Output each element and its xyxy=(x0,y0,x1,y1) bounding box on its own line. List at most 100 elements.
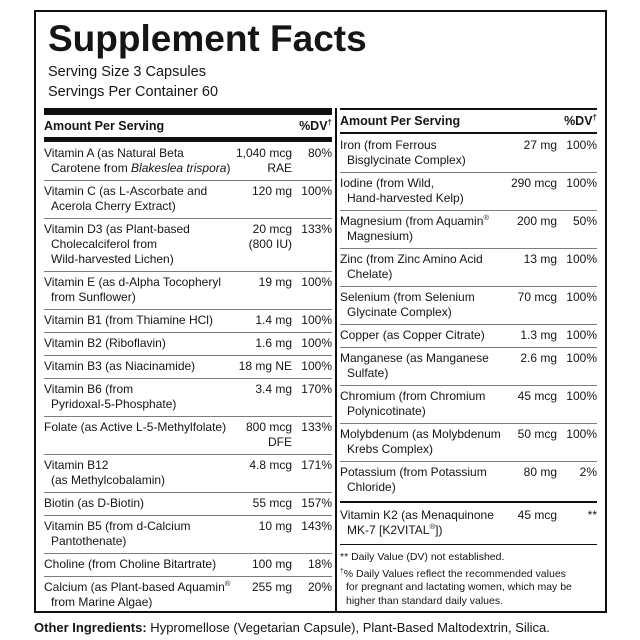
nutrient-name: Iodine (from Wild, Hand-harvested Kelp) xyxy=(340,175,464,205)
table-row: Calcium (as Plant-based Aquamin® from Ma… xyxy=(44,576,332,614)
nutrient-dv: 100% xyxy=(566,327,597,342)
nutrient-dv: 170% xyxy=(301,382,332,397)
nutrient-amount: 13 mg xyxy=(523,251,557,266)
table-row: Chromium (from Chromium Polynicotinate) … xyxy=(340,384,597,423)
nutrient-dv: 100% xyxy=(566,388,597,403)
table-row: Potassium (from Potassium Chloride) 80 m… xyxy=(340,460,597,499)
nutrient-amount: 18 mg NE xyxy=(238,359,292,374)
nutrient-amount: 70 mcg xyxy=(517,289,557,304)
right-table-header: Amount Per Serving %DV† xyxy=(340,110,597,133)
table-row: Vitamin B2 (Riboflavin) 1.6 mg 100% xyxy=(44,332,332,355)
nutrient-dv: 18% xyxy=(307,557,332,572)
nutrient-amount: 80 mg xyxy=(523,464,557,479)
nutrient-dv: 143% xyxy=(301,519,332,534)
nutrient-amount: 200 mg xyxy=(516,213,557,228)
table-row: Selenium (from Selenium Glycinate Comple… xyxy=(340,285,597,324)
thick-bar xyxy=(44,107,332,115)
nutrient-dv: 20% xyxy=(307,580,332,595)
nutrient-amount: 1.3 mg xyxy=(520,327,557,342)
nutrient-amount: 20 mcg (800 IU) xyxy=(248,222,292,252)
nutrient-amount: 4.8 mcg xyxy=(249,458,292,473)
nutrient-dv: 80% xyxy=(307,146,332,161)
column-divider xyxy=(335,107,337,611)
nutrient-amount: 50 mcg xyxy=(517,426,557,441)
nutrient-name: Zinc (from Zinc Amino Acid Chelate) xyxy=(340,251,483,281)
thick-bar xyxy=(340,132,597,134)
amount-per-serving-header: Amount Per Serving xyxy=(340,113,461,128)
nutrient-amount: 120 mg xyxy=(251,184,292,199)
nutrient-name: Potassium (from Potassium Chloride) xyxy=(340,464,487,494)
other-ingredients-text: Hypromellose (Vegetarian Capsule), Plant… xyxy=(146,620,550,635)
nutrient-dv: 50% xyxy=(572,213,597,228)
nutrient-dv: 100% xyxy=(566,251,597,266)
nutrient-amount: 45 mcg xyxy=(517,388,557,403)
nutrient-dv: 133% xyxy=(301,222,332,237)
nutrient-dv: 100% xyxy=(301,336,332,351)
panel-title: Supplement Facts xyxy=(48,18,367,59)
nutrient-amount: 255 mg xyxy=(251,580,292,595)
nutrient-dv: 157% xyxy=(301,496,332,511)
table-row: Iron (from Ferrous Bisglycinate Complex)… xyxy=(340,135,597,172)
servings-per-container: Servings Per Container 60 xyxy=(48,83,219,100)
table-row-vitamin-k2: Vitamin K2 (as Menaquinone MK-7 [K2VITAL… xyxy=(340,505,597,542)
nutrient-name: Calcium (as Plant-based Aquamin® from Ma… xyxy=(44,579,231,610)
nutrient-name: Vitamin B6 (from Pyridoxal-5-Phosphate) xyxy=(44,382,177,412)
nutrient-dv: 100% xyxy=(566,350,597,365)
right-column-table: Amount Per Serving %DV† Iron (from Ferro… xyxy=(340,107,597,611)
supplement-facts-panel: Supplement Facts Serving Size 3 Capsules… xyxy=(34,10,607,613)
nutrient-amount: 1,040 mcg RAE xyxy=(235,146,292,176)
nutrient-name: Vitamin K2 (as Menaquinone MK-7 [K2VITAL… xyxy=(340,507,494,537)
nutrient-amount: 1.6 mg xyxy=(255,336,292,351)
nutrient-name: Vitamin C (as L-Ascorbate and Acerola Ch… xyxy=(44,184,208,214)
thick-bar xyxy=(44,137,332,143)
table-row: Copper (as Copper Citrate) 1.3 mg 100% xyxy=(340,323,597,347)
nutrient-dv: 100% xyxy=(301,184,332,199)
serving-size: Serving Size 3 Capsules xyxy=(48,64,206,81)
nutrient-dv: 100% xyxy=(566,426,597,441)
nutrient-name: Folate (as Active L-5-Methylfolate) xyxy=(44,420,227,435)
table-row: Vitamin B3 (as Niacinamide) 18 mg NE 100… xyxy=(44,355,332,378)
table-row: Vitamin D3 (as Plant-based Cholecalcifer… xyxy=(44,218,332,271)
table-row: Vitamin E (as d-Alpha Tocopheryl from Su… xyxy=(44,271,332,309)
nutrient-amount: 55 mcg xyxy=(252,496,292,511)
other-ingredients: Other Ingredients: Hypromellose (Vegetar… xyxy=(34,620,607,636)
nutrient-columns: Amount Per Serving %DV† Vitamin A (as Na… xyxy=(44,107,597,614)
thick-bar xyxy=(340,107,597,110)
nutrient-amount: 100 mg xyxy=(251,557,292,572)
dv-header: %DV† xyxy=(299,117,332,133)
table-row: Magnesium (from Aquamin® Magnesium) 200 … xyxy=(340,209,597,248)
dv-header: %DV† xyxy=(564,112,597,128)
nutrient-dv: 171% xyxy=(301,458,332,473)
table-row: Vitamin B1 (from Thiamine HCl) 1.4 mg 10… xyxy=(44,309,332,332)
nutrient-dv: ** xyxy=(587,507,597,522)
nutrient-dv: 133% xyxy=(301,420,332,435)
nutrient-dv: 100% xyxy=(566,175,597,190)
nutrient-dv: 100% xyxy=(566,289,597,304)
nutrient-name: Selenium (from Selenium Glycinate Comple… xyxy=(340,289,475,319)
nutrient-amount: 2.6 mg xyxy=(520,350,557,365)
nutrient-amount: 290 mcg xyxy=(510,175,557,190)
table-row: Molybdenum (as Molybdenum Krebs Complex)… xyxy=(340,422,597,461)
table-row: Vitamin B6 (from Pyridoxal-5-Phosphate) … xyxy=(44,378,332,416)
table-row: Iodine (from Wild, Hand-harvested Kelp) … xyxy=(340,171,597,210)
amount-per-serving-header: Amount Per Serving xyxy=(44,118,165,133)
nutrient-name: Vitamin B12 (as Methylcobalamin) xyxy=(44,458,166,488)
thick-bar xyxy=(340,543,597,546)
table-row: Vitamin B5 (from d-Calcium Pantothenate)… xyxy=(44,515,332,553)
nutrient-amount: 27 mg xyxy=(523,137,557,152)
nutrient-name: Vitamin B5 (from d-Calcium Pantothenate) xyxy=(44,519,191,549)
nutrient-name: Choline (from Choline Bitartrate) xyxy=(44,557,217,572)
nutrient-name: Iron (from Ferrous Bisglycinate Complex) xyxy=(340,137,466,167)
nutrient-name: Manganese (as Manganese Sulfate) xyxy=(340,350,489,380)
nutrient-name: Vitamin E (as d-Alpha Tocopheryl from Su… xyxy=(44,275,221,305)
nutrient-dv: 2% xyxy=(579,464,597,479)
nutrient-name: Vitamin B3 (as Niacinamide) xyxy=(44,359,196,374)
nutrient-name: Chromium (from Chromium Polynicotinate) xyxy=(340,388,486,418)
table-row: Vitamin C (as L-Ascorbate and Acerola Ch… xyxy=(44,180,332,218)
table-row: Vitamin B12 (as Methylcobalamin) 4.8 mcg… xyxy=(44,454,332,492)
nutrient-dv: 100% xyxy=(301,275,332,290)
nutrient-name: Vitamin D3 (as Plant-based Cholecalcifer… xyxy=(44,222,190,267)
table-row: Choline (from Choline Bitartrate) 100 mg… xyxy=(44,553,332,576)
nutrient-name: Vitamin B2 (Riboflavin) xyxy=(44,336,166,351)
